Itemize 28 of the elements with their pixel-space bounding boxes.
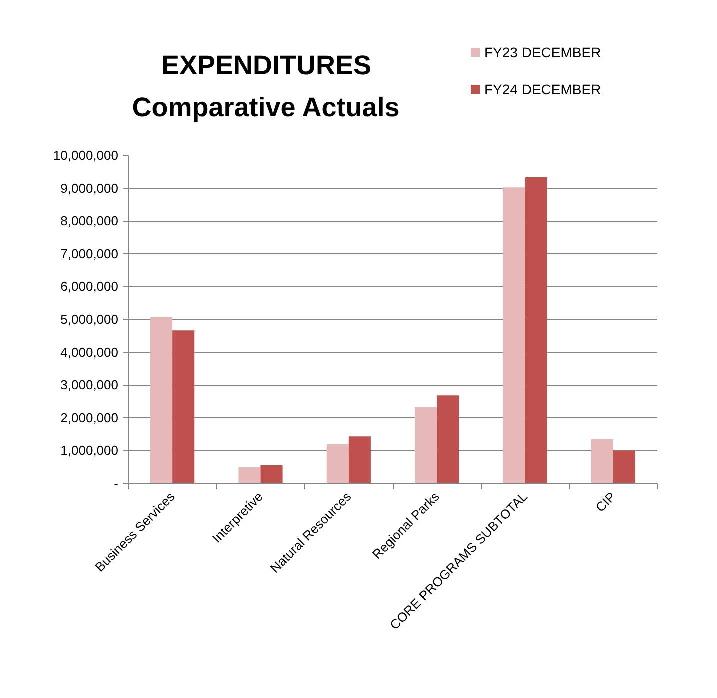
- bar: [613, 450, 636, 484]
- y-tick-label: 3,000,000: [60, 378, 119, 393]
- y-tick-label: 9,000,000: [60, 180, 119, 196]
- y-tick-label: 8,000,000: [60, 214, 119, 229]
- legend-label: FY24 DECEMBER: [484, 82, 602, 98]
- bar: [415, 407, 438, 484]
- bar: [150, 318, 173, 484]
- x-tick-label: CIP: [592, 489, 619, 516]
- y-tick-label: 6,000,000: [60, 279, 119, 294]
- y-tick-label: 5,000,000: [60, 312, 119, 327]
- y-tick-label: 7,000,000: [60, 246, 119, 262]
- bar: [503, 188, 526, 484]
- y-tick-label: 1,000,000: [60, 443, 119, 458]
- chart-title: EXPENDITURES: [161, 50, 372, 80]
- bar: [238, 467, 261, 484]
- bar: [172, 330, 195, 484]
- bar: [348, 436, 371, 484]
- bar: [591, 440, 614, 484]
- bar: [525, 177, 548, 484]
- bar: [260, 465, 283, 484]
- y-tick-label: 4,000,000: [60, 344, 119, 360]
- bar: [326, 444, 349, 484]
- bar: [437, 396, 460, 484]
- y-tick-label: 10,000,000: [53, 148, 119, 163]
- y-tick-label: 2,000,000: [60, 410, 119, 426]
- chart-subtitle: Comparative Actuals: [132, 92, 400, 122]
- legend-label: FY23 DECEMBER: [484, 44, 602, 60]
- y-tick-label: -: [114, 476, 119, 491]
